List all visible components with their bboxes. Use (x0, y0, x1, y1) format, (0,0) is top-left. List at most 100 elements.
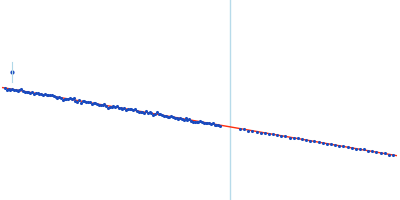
Point (60, 98, 66, 101)
Point (179, 117, 185, 120)
Point (92, 102, 98, 105)
Point (382, 151, 388, 154)
Point (215, 123, 221, 126)
Point (148, 111, 154, 115)
Point (193, 121, 200, 124)
Point (27, 91, 34, 94)
Point (328, 143, 334, 146)
Point (175, 118, 182, 121)
Point (182, 117, 189, 120)
Point (62, 97, 68, 100)
Point (361, 147, 367, 150)
Point (174, 117, 180, 120)
Point (373, 150, 380, 153)
Point (311, 140, 318, 143)
Point (348, 147, 355, 150)
Point (262, 132, 268, 135)
Point (159, 113, 165, 117)
Point (146, 110, 153, 114)
Point (258, 131, 264, 134)
Point (299, 137, 305, 140)
Point (32, 91, 39, 94)
Point (206, 122, 212, 125)
Point (70, 97, 77, 100)
Point (295, 137, 301, 140)
Point (101, 103, 108, 106)
Point (155, 112, 162, 115)
Point (6, 87, 12, 90)
Point (69, 98, 75, 101)
Point (96, 103, 102, 106)
Point (162, 115, 169, 118)
Point (274, 134, 280, 137)
Point (81, 99, 88, 102)
Point (365, 149, 371, 153)
Point (130, 108, 136, 111)
Point (134, 110, 140, 113)
Point (152, 112, 158, 116)
Point (197, 119, 203, 122)
Point (76, 99, 82, 102)
Point (249, 130, 256, 133)
Point (54, 96, 60, 99)
Point (121, 106, 128, 109)
Point (184, 119, 191, 122)
Point (2, 86, 8, 89)
Point (386, 153, 392, 156)
Point (83, 101, 90, 104)
Point (108, 105, 115, 108)
Point (195, 120, 202, 124)
Point (390, 154, 396, 157)
Point (139, 111, 146, 114)
Point (49, 94, 55, 97)
Point (25, 91, 32, 94)
Point (52, 95, 59, 98)
Point (40, 93, 46, 96)
Point (210, 121, 216, 125)
Point (137, 111, 144, 114)
Point (114, 105, 120, 108)
Point (34, 92, 41, 95)
Point (24, 90, 30, 93)
Point (340, 144, 346, 148)
Point (4, 88, 10, 92)
Point (286, 136, 293, 139)
Point (241, 127, 247, 130)
Point (144, 111, 151, 114)
Point (132, 107, 138, 110)
Point (344, 145, 351, 149)
Point (315, 140, 322, 143)
Point (278, 134, 284, 137)
Point (208, 122, 214, 125)
Point (98, 104, 104, 107)
Point (18, 87, 24, 91)
Point (119, 108, 126, 111)
Point (116, 107, 122, 110)
Point (161, 115, 167, 118)
Point (154, 111, 160, 114)
Point (87, 101, 93, 104)
Point (270, 132, 276, 136)
Point (9, 88, 16, 91)
Point (126, 107, 133, 111)
Point (282, 135, 289, 138)
Point (43, 93, 50, 97)
Point (29, 90, 35, 93)
Point (112, 105, 118, 108)
Point (213, 123, 220, 127)
Point (324, 142, 330, 145)
Point (74, 100, 80, 103)
Point (157, 113, 164, 116)
Point (110, 105, 117, 108)
Point (94, 102, 100, 105)
Point (7, 88, 14, 92)
Point (181, 118, 187, 122)
Point (47, 94, 53, 97)
Point (200, 121, 207, 125)
Point (105, 106, 111, 110)
Point (141, 111, 147, 114)
Point (31, 92, 37, 95)
Point (16, 89, 23, 92)
Point (128, 108, 135, 111)
Point (9, 70, 15, 74)
